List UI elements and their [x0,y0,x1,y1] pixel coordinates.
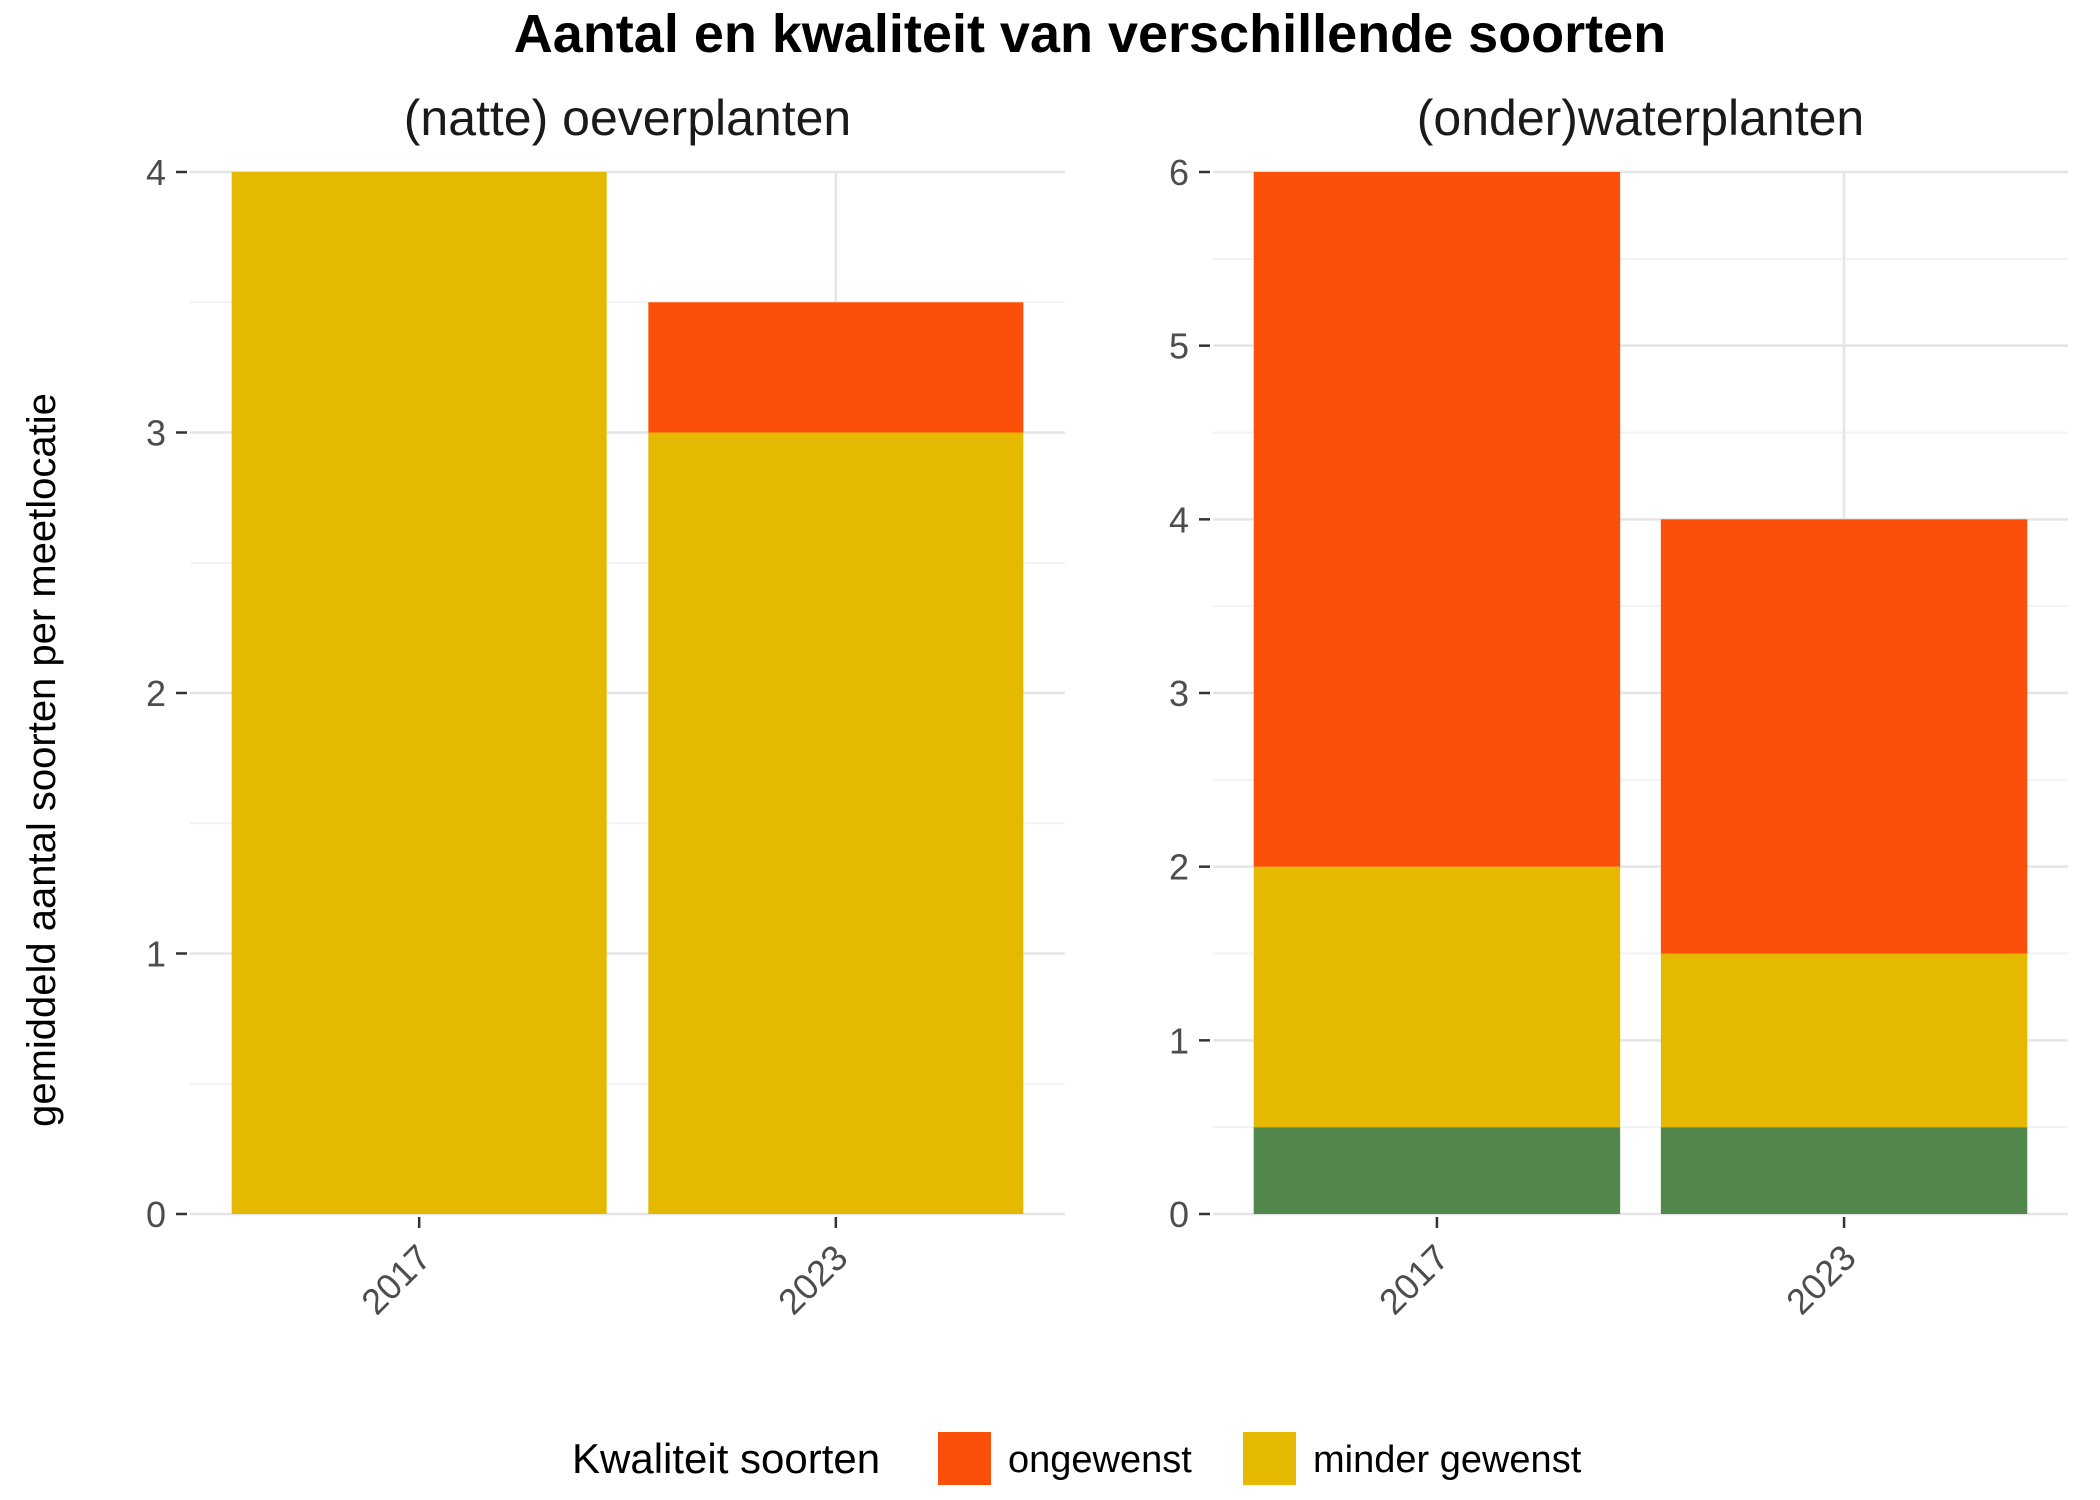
y-tick-label: 0 [146,1194,166,1235]
legend: Kwaliteit soorten ongewenst minder gewens… [572,1432,1582,1485]
panel-1: 0 1 2 3 4 2017 2023 (natte) oeverplanten [146,90,1065,1322]
x-tick-label: 2017 [1371,1237,1457,1323]
y-tick-label: 1 [1169,1020,1189,1061]
y-tick-label: 5 [1169,326,1189,367]
bar-segment-2017-minder-gewenst [1253,866,1621,1128]
bar-segment-2017-minder-gewenst [231,172,607,1214]
y-tick-label: 4 [146,152,166,193]
y-tick-label: 4 [1169,499,1189,540]
y-tick-label: 2 [1169,847,1189,888]
bar-segment-2023-ongewenst [1660,519,2028,954]
y-tick-label: 1 [146,934,166,975]
panel-title: (natte) oeverplanten [404,90,852,146]
legend-key-minder-gewenst [1243,1432,1296,1485]
y-tick-label: 0 [1169,1194,1189,1235]
panel-2: 0 1 2 3 4 5 6 2017 2023 (onder)waterplanten [1169,90,2068,1322]
legend-label: ongewenst [1008,1439,1192,1481]
legend-label: minder gewenst [1313,1439,1582,1481]
y-tick-label: 3 [146,413,166,454]
bar-segment-2017-ongewenst [1253,172,1621,867]
x-tick-label: 2023 [1778,1237,1864,1323]
chart-title: Aantal en kwaliteit van verschillende so… [514,4,1666,64]
x-tick-label: 2017 [353,1237,439,1323]
x-tick-label: 2023 [770,1237,856,1323]
panels: 0 1 2 3 4 2017 2023 (natte) oeverplanten 0 1 2 3 4 5 6… [146,90,2068,1322]
legend-key-ongewenst [938,1432,991,1485]
y-axis-title: gemiddeld aantal soorten per meetlocatie [20,393,64,1127]
y-tick-label: 6 [1169,152,1189,193]
bar-segment-2023-good [1660,1127,2028,1214]
bar-segment-2023-minder-gewenst [1660,953,2028,1128]
bar-segment-2023-ongewenst [648,302,1024,433]
bar-segment-2017-good [1253,1127,1621,1214]
y-tick-label: 2 [146,673,166,714]
bar-segment-2023-minder-gewenst [648,432,1024,1214]
legend-title: Kwaliteit soorten [572,1435,880,1482]
panel-title: (onder)waterplanten [1417,90,1865,146]
y-tick-label: 3 [1169,673,1189,714]
